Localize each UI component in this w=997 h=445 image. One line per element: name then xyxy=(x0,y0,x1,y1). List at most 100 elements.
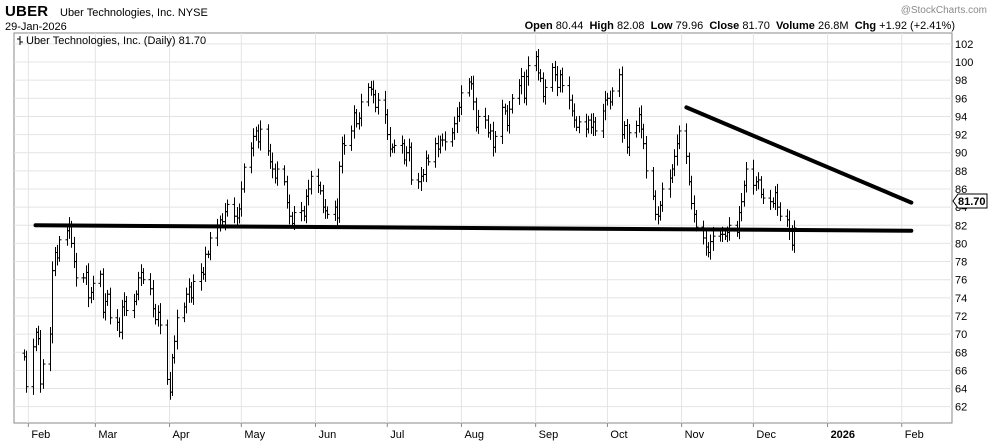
ohlc-bar xyxy=(191,274,196,305)
low-value: 79.96 xyxy=(675,20,704,32)
ohlc-bars xyxy=(22,48,797,400)
ohlc-bar xyxy=(577,115,582,134)
trendline-resistance xyxy=(684,105,914,205)
last-price-tag: 81.70 xyxy=(952,193,988,209)
low-label: Low xyxy=(650,20,673,32)
last-price-label: 81.70 xyxy=(958,196,986,208)
ohlc-bar xyxy=(459,85,464,115)
ohlc-bar xyxy=(644,136,649,179)
high-label: High xyxy=(589,20,614,32)
y-tick-label: 100 xyxy=(955,57,973,69)
y-tick-label: 72 xyxy=(955,311,967,323)
x-tick-label: Jul xyxy=(390,429,404,441)
ohlc-bar xyxy=(41,359,46,389)
y-tick-label: 96 xyxy=(955,93,967,105)
x-tick-label: Apr xyxy=(173,429,190,441)
chg-value: +1.92 (+2.41%) xyxy=(879,20,955,32)
chart-date: 29-Jan-2026 xyxy=(5,21,67,33)
ohlc-bar xyxy=(91,275,96,301)
volume-value: 26.8M xyxy=(818,20,849,32)
x-tick-label: Feb xyxy=(905,429,924,441)
grid xyxy=(14,33,952,423)
open-label: Open xyxy=(524,20,553,32)
exchange-name: NYSE xyxy=(177,7,208,19)
ohlc-bar xyxy=(593,116,598,136)
ohlc-bar xyxy=(376,93,381,115)
ohlc-bar xyxy=(510,93,515,114)
open-value: 80.44 xyxy=(555,20,584,32)
y-tick-label: 66 xyxy=(955,365,967,377)
x-tick-label: Dec xyxy=(756,429,776,441)
x-tick-label: Oct xyxy=(610,429,627,441)
y-tick-label: 92 xyxy=(955,130,967,142)
ohlc-bar xyxy=(74,252,79,287)
ohlc-bar xyxy=(761,188,766,205)
y-tick-label: 78 xyxy=(955,257,967,269)
ohlc-bar xyxy=(158,303,163,335)
trendline-support xyxy=(33,223,914,233)
ohlc-bar xyxy=(426,154,431,166)
ohlc-bar xyxy=(258,120,263,151)
x-tick-label: Mar xyxy=(98,429,117,441)
ohlc-bar xyxy=(208,231,213,261)
y-tick-label: 68 xyxy=(955,347,967,359)
y-tick-label: 80 xyxy=(955,238,967,250)
ohlc-bar xyxy=(275,161,280,186)
y-axis: 6264666870727476788082848688909294969810… xyxy=(955,39,973,414)
ohlc-readout: Open 80.44 High 82.08 Low 79.96 Close 81… xyxy=(525,20,955,32)
trendlines xyxy=(33,105,914,233)
legend-text: Uber Technologies, Inc. (Daily) 81.70 xyxy=(26,35,206,47)
chart-company-name: Uber Technologies, Inc. NYSE xyxy=(60,7,208,19)
company-name: Uber Technologies, Inc. xyxy=(60,7,175,19)
y-tick-label: 88 xyxy=(955,166,967,178)
chart-ticker: UBER xyxy=(5,3,49,20)
x-tick-label: 2026 xyxy=(831,429,855,441)
x-tick-label: Feb xyxy=(31,429,50,441)
close-value: 81.70 xyxy=(742,20,770,32)
ohlc-bar xyxy=(660,182,665,212)
high-value: 82.08 xyxy=(616,20,645,32)
ohlc-bar xyxy=(359,93,364,127)
legend-ohlc-icon xyxy=(17,36,23,45)
ohlc-bar xyxy=(778,202,783,222)
x-tick-label: May xyxy=(244,429,265,441)
y-tick-label: 74 xyxy=(955,293,967,305)
ohlc-bar xyxy=(124,296,129,316)
ohlc-bar xyxy=(560,67,565,93)
y-tick-label: 62 xyxy=(955,402,967,414)
y-tick-label: 86 xyxy=(955,184,967,196)
ohlc-bar xyxy=(57,235,62,262)
x-tick-label: Aug xyxy=(464,429,484,441)
ohlc-bar xyxy=(242,163,247,193)
legend: Uber Technologies, Inc. (Daily) 81.70 xyxy=(17,35,206,47)
y-tick-label: 82 xyxy=(955,220,967,232)
watermark: @StockCharts.com xyxy=(900,5,987,16)
chg-label: Chg xyxy=(854,20,877,32)
ohlc-bar xyxy=(476,109,481,134)
ohlc-bar xyxy=(141,268,146,285)
ohlc-bar xyxy=(627,124,632,156)
x-tick-label: Sep xyxy=(539,429,559,441)
y-tick-label: 70 xyxy=(955,329,967,341)
ohlc-bar xyxy=(175,309,180,350)
ohlc-bar xyxy=(744,161,749,193)
ohlc-bar xyxy=(677,125,682,150)
ohlc-bar xyxy=(342,134,347,155)
y-tick-label: 76 xyxy=(955,275,967,287)
x-tick-label: Jun xyxy=(319,429,337,441)
close-label: Close xyxy=(709,20,740,32)
y-tick-label: 102 xyxy=(955,39,973,51)
y-tick-label: 90 xyxy=(955,148,967,160)
ohlc-bar xyxy=(225,199,230,217)
ohlc-bar xyxy=(409,142,414,185)
ohlc-bar xyxy=(392,139,397,154)
ohlc-bar xyxy=(24,350,29,393)
y-tick-label: 98 xyxy=(955,75,967,87)
x-tick-label: Nov xyxy=(685,429,705,441)
y-tick-label: 94 xyxy=(955,111,967,123)
ohlc-bar xyxy=(526,56,531,86)
volume-label: Volume xyxy=(776,20,815,32)
ohlc-bar xyxy=(443,131,448,151)
ohlc-bar xyxy=(543,79,548,105)
